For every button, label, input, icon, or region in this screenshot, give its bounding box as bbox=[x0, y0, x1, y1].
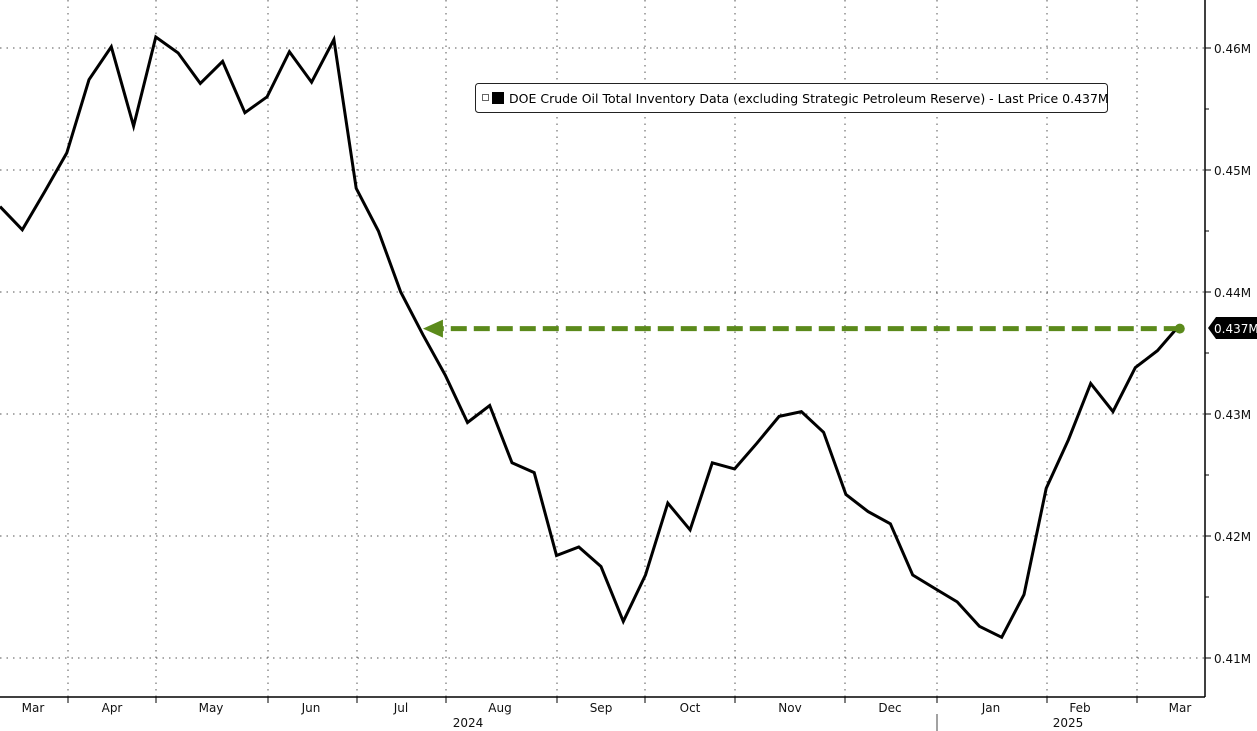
x-month-label: Oct bbox=[680, 701, 701, 715]
arrow-head-icon bbox=[422, 319, 443, 338]
legend-box bbox=[475, 83, 1108, 113]
x-month-label: Dec bbox=[878, 701, 901, 715]
y-tick-label: 0.46M bbox=[1214, 42, 1251, 56]
annotation-arrow bbox=[422, 319, 1185, 338]
legend-expand-icon[interactable] bbox=[482, 94, 489, 101]
y-tick-label: 0.41M bbox=[1214, 652, 1251, 666]
x-month-label: Nov bbox=[778, 701, 801, 715]
y-tick-label: 0.44M bbox=[1214, 286, 1251, 300]
x-year-label: 2025 bbox=[1053, 716, 1084, 730]
y-tick-label: 0.43M bbox=[1214, 408, 1251, 422]
x-month-label: Sep bbox=[590, 701, 613, 715]
legend-text: DOE Crude Oil Total Inventory Data (excl… bbox=[509, 91, 1109, 106]
x-month-label: Apr bbox=[102, 701, 123, 715]
x-axis-ticks: Mar Apr May Jun Jul Aug Sep Oct Nov Dec Jan Feb Mar 2… bbox=[22, 697, 1192, 731]
last-price-label: 0.437M bbox=[1214, 322, 1257, 336]
arrow-origin-dot bbox=[1174, 323, 1185, 334]
series-group bbox=[0, 34, 1181, 640]
x-month-label: May bbox=[199, 701, 224, 715]
x-month-label: Jul bbox=[393, 701, 408, 715]
x-month-label: Mar bbox=[1169, 701, 1192, 715]
series-line bbox=[0, 34, 1181, 640]
legend-swatch bbox=[492, 92, 504, 104]
last-price-tag: 0.437M bbox=[1208, 317, 1257, 339]
x-month-label: Aug bbox=[488, 701, 511, 715]
x-year-label: 2024 bbox=[453, 716, 484, 730]
x-month-label: Jan bbox=[981, 701, 1001, 715]
x-month-label: Jun bbox=[301, 701, 321, 715]
x-month-label: Feb bbox=[1069, 701, 1090, 715]
legend: DOE Crude Oil Total Inventory Data (excl… bbox=[475, 83, 1109, 113]
x-month-label: Mar bbox=[22, 701, 45, 715]
y-axis-ticks: 0.41M 0.42M 0.43M 0.44M 0.45M 0.46M bbox=[1205, 42, 1251, 666]
y-tick-label: 0.45M bbox=[1214, 164, 1251, 178]
y-tick-label: 0.42M bbox=[1214, 530, 1251, 544]
